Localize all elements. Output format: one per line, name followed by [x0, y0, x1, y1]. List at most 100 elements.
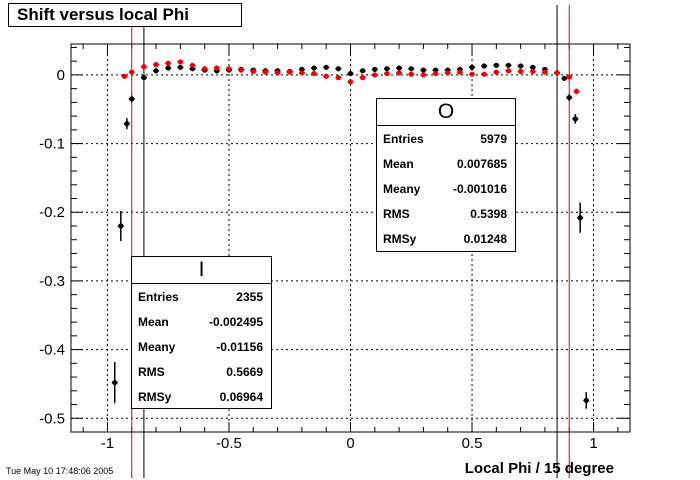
- data-point: [493, 62, 499, 68]
- stats-label: Mean: [383, 157, 414, 171]
- data-point: [262, 69, 269, 75]
- data-point: [420, 67, 427, 73]
- data-point: [554, 70, 560, 76]
- data-point: [561, 75, 567, 81]
- data-point: [214, 65, 220, 71]
- data-point: [481, 71, 487, 77]
- data-point: [165, 60, 171, 66]
- stats-row: Meany -0.01156: [132, 334, 271, 359]
- data-point: [518, 63, 524, 69]
- stats-row: RMS 0.5669: [132, 359, 271, 384]
- data-point: [542, 69, 548, 75]
- y-tick-label: -0.1: [39, 136, 65, 153]
- stats-label: Entries: [383, 132, 424, 146]
- data-point: [124, 121, 130, 127]
- data-point: [226, 66, 232, 72]
- stats-label: RMS: [383, 207, 410, 221]
- data-point: [583, 397, 589, 404]
- data-point: [129, 69, 135, 75]
- x-tick-label: -0.5: [216, 435, 242, 452]
- data-point: [396, 65, 402, 71]
- x-tick-label: 0: [346, 435, 354, 452]
- stats-value: -0.002495: [208, 315, 263, 329]
- stats-row: Mean 0.007685: [377, 151, 515, 176]
- stats-value: -0.01156: [216, 340, 263, 354]
- data-point: [420, 72, 427, 78]
- timestamp: Tue May 10 17:48:06 2005: [6, 466, 114, 476]
- data-point: [577, 215, 583, 221]
- data-point: [311, 65, 317, 71]
- data-point: [347, 70, 354, 77]
- x-tick-label: 1: [589, 435, 597, 452]
- data-point: [177, 64, 183, 70]
- data-point: [573, 88, 580, 94]
- data-point: [360, 68, 366, 74]
- stats-box-o: O Entries 5979 Mean 0.007685 Meany -0.00101…: [376, 98, 516, 252]
- stats-row: RMSy 0.06964: [132, 384, 271, 409]
- x-axis-label: Local Phi / 15 degree: [464, 460, 614, 477]
- stats-value: 0.007685: [456, 157, 507, 171]
- stats-value: 0.06964: [219, 390, 263, 404]
- data-point: [112, 379, 118, 386]
- data-point: [202, 66, 208, 72]
- data-point: [347, 79, 354, 85]
- stats-label: Entries: [138, 290, 179, 304]
- stats-row: Entries 5979: [377, 126, 515, 151]
- data-point: [408, 66, 414, 72]
- stats-label: Meany: [138, 340, 176, 354]
- y-tick-label: -0.4: [39, 342, 65, 359]
- data-point: [141, 75, 147, 81]
- data-point: [384, 66, 390, 72]
- stats-value: 2355: [236, 290, 263, 304]
- stats-value: -0.001016: [452, 182, 507, 196]
- data-point: [481, 63, 487, 69]
- data-point: [530, 68, 536, 75]
- data-point: [396, 70, 402, 76]
- data-point: [372, 72, 378, 78]
- stats-value: 5979: [480, 132, 507, 146]
- stats-value: 0.01248: [463, 232, 507, 246]
- data-point: [177, 59, 183, 65]
- data-point: [469, 64, 475, 70]
- data-point: [445, 70, 451, 76]
- data-point: [118, 223, 124, 229]
- y-tick-label: -0.3: [39, 273, 65, 290]
- stats-row: RMSy 0.01248: [377, 226, 515, 251]
- data-point: [250, 68, 256, 75]
- stats-box-o-title: O: [377, 99, 515, 126]
- data-point: [335, 66, 341, 72]
- data-point: [372, 66, 378, 73]
- data-point: [129, 96, 135, 102]
- data-point: [323, 73, 329, 79]
- y-tick-label: 0: [57, 67, 65, 84]
- stats-label: RMSy: [138, 390, 172, 404]
- data-point: [530, 64, 536, 70]
- stats-box-i: I Entries 2355 Mean -0.002495 Meany -0.0115…: [131, 256, 272, 409]
- x-tick-label: 0.5: [462, 435, 483, 452]
- data-point: [384, 70, 390, 77]
- data-point: [238, 67, 244, 73]
- data-point: [457, 69, 463, 75]
- data-point: [153, 62, 159, 68]
- data-point: [141, 64, 147, 70]
- stats-label: RMSy: [383, 232, 417, 246]
- stats-row: RMS 0.5398: [377, 201, 515, 226]
- data-point: [469, 71, 475, 77]
- data-point: [432, 70, 439, 77]
- data-point: [323, 64, 329, 70]
- stats-row: Mean -0.002495: [132, 309, 271, 334]
- data-point: [189, 62, 196, 68]
- stats-label: RMS: [138, 365, 165, 379]
- data-point: [287, 69, 293, 75]
- data-point: [505, 62, 512, 68]
- data-point: [566, 94, 572, 101]
- data-point: [572, 116, 578, 122]
- y-tick-label: -0.5: [39, 410, 65, 427]
- data-point: [360, 75, 366, 81]
- stats-label: Meany: [383, 182, 421, 196]
- stats-box-i-title: I: [132, 257, 271, 284]
- stats-row: Meany -0.001016: [377, 176, 515, 201]
- stats-row: Entries 2355: [132, 284, 271, 309]
- data-point: [153, 68, 159, 74]
